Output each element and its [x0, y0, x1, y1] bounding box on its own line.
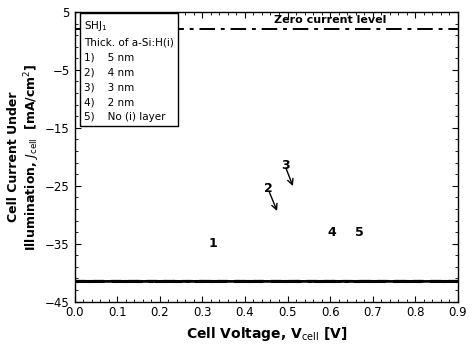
Text: 1: 1 — [209, 237, 218, 250]
X-axis label: Cell Voltage, V$_{\mathrm{cell}}$ [V]: Cell Voltage, V$_{\mathrm{cell}}$ [V] — [185, 325, 347, 343]
Text: 4: 4 — [328, 226, 337, 239]
Text: Zero current level: Zero current level — [274, 15, 386, 25]
Y-axis label: Cell Current Under
Illumination, $J_{\mathrm{cell}}$  [mA/cm$^2$]: Cell Current Under Illumination, $J_{\ma… — [7, 63, 42, 251]
Text: 2: 2 — [264, 182, 273, 195]
Text: 3: 3 — [281, 159, 290, 172]
Text: 5: 5 — [356, 226, 364, 239]
Text: SHJ$_1$
Thick. of a-Si:H(i)
1)    5 nm
2)    4 nm
3)    3 nm
4)    2 nm
5)    No: SHJ$_1$ Thick. of a-Si:H(i) 1) 5 nm 2) 4… — [84, 19, 174, 122]
